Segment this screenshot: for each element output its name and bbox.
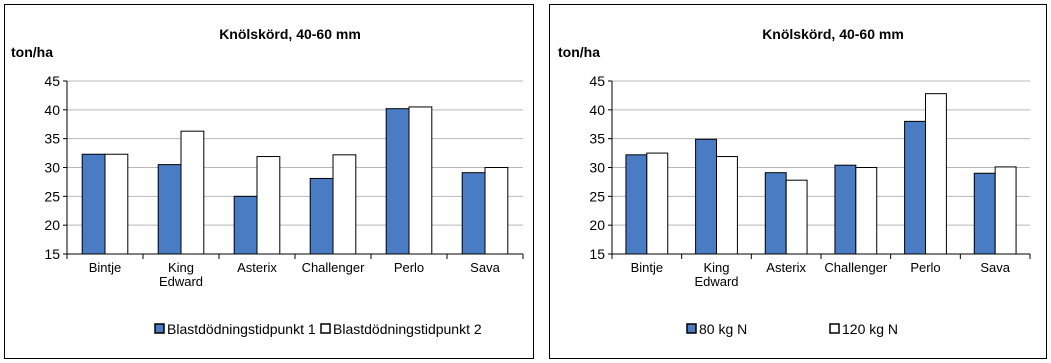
y-tick-label: 30 xyxy=(589,160,605,176)
y-tick-label: 35 xyxy=(589,131,605,147)
legend-swatch-2 xyxy=(829,323,840,334)
y-tick-label: 25 xyxy=(44,188,60,204)
legend-label-2: 120 kg N xyxy=(842,321,898,337)
bar-bintje-series-2 xyxy=(646,152,669,255)
bar-perlo-series-2 xyxy=(408,106,433,255)
y-tick-label: 25 xyxy=(589,188,605,204)
y-axis-label: ton/ha xyxy=(11,44,53,60)
legend-label-2: Blastdödningstidpunkt 2 xyxy=(333,321,482,337)
x-tick-label: Challenger xyxy=(302,260,366,275)
y-tick-label: 15 xyxy=(589,246,605,262)
x-tick-label: Bintje xyxy=(631,260,664,275)
bar-bintje-series-2 xyxy=(104,153,129,255)
bar-challenger-series-1 xyxy=(309,177,334,255)
x-tick-label: King xyxy=(703,260,729,275)
y-tick-label: 40 xyxy=(589,102,605,118)
bar-challenger-series-1 xyxy=(834,164,857,255)
x-tick-label: Perlo xyxy=(394,260,424,275)
x-tick-label: Asterix xyxy=(766,260,806,275)
legend-label-1: Blastdödningstidpunkt 1 xyxy=(167,321,316,337)
bar-challenger-series-2 xyxy=(855,167,878,255)
chart-left-svg: 15 20 25 30 35 40 45 Knölskörd, 40-60 mm ton/ha B… xyxy=(11,26,524,337)
chart-right-svg: 15 20 25 30 35 40 45 Knölskörd, 40-60 mm ton/ha B… xyxy=(558,26,1031,337)
x-tick-label: Sava xyxy=(470,260,500,275)
chart-title: Knölskörd, 40-60 mm xyxy=(219,26,361,42)
x-tick-label: Bintje xyxy=(89,260,122,275)
bar-perlo-series-2 xyxy=(925,93,947,255)
x-tick-label: Perlo xyxy=(910,260,940,275)
x-tick-label: King xyxy=(168,260,194,275)
bar-sava-series-1 xyxy=(973,172,996,255)
bar-asterix-series-1 xyxy=(233,195,258,255)
bar-sava-series-2 xyxy=(484,167,509,255)
legend-swatch-1 xyxy=(686,323,697,334)
bar-king-edward-series-2 xyxy=(180,130,205,255)
bar-challenger-series-2 xyxy=(332,154,357,255)
y-tick-label: 45 xyxy=(44,73,60,89)
chart-panel-left: 15 20 25 30 35 40 45 Knölskörd, 40-60 mm ton/ha B… xyxy=(4,4,534,359)
bar-bintje-series-1 xyxy=(81,153,106,255)
bar-perlo-series-1 xyxy=(385,108,410,255)
y-tick-label: 20 xyxy=(44,217,60,233)
bar-perlo-series-1 xyxy=(904,120,927,255)
x-tick-label: Sava xyxy=(980,260,1010,275)
bar-asterix-series-1 xyxy=(764,172,787,255)
x-tick-label: Challenger xyxy=(824,260,888,275)
y-tick-label: 40 xyxy=(44,102,60,118)
x-tick-label: Edward xyxy=(159,274,203,289)
legend-label-1: 80 kg N xyxy=(699,321,747,337)
y-axis-label: ton/ha xyxy=(558,44,600,60)
bar-king-edward-series-1 xyxy=(695,138,718,255)
bar-asterix-series-2 xyxy=(256,156,281,255)
y-tick-label: 30 xyxy=(44,160,60,176)
bar-king-edward-series-1 xyxy=(157,164,182,255)
bar-asterix-series-2 xyxy=(785,179,808,255)
y-tick-label: 35 xyxy=(44,131,60,147)
y-tick-label: 20 xyxy=(589,217,605,233)
chart-title: Knölskörd, 40-60 mm xyxy=(762,26,904,42)
x-tick-label: Asterix xyxy=(237,260,277,275)
legend-swatch-1 xyxy=(154,323,165,334)
y-tick-label: 15 xyxy=(44,246,60,262)
y-tick-label: 45 xyxy=(589,73,605,89)
legend-swatch-2 xyxy=(320,323,331,334)
bar-sava-series-2 xyxy=(994,166,1017,255)
bar-sava-series-1 xyxy=(461,172,486,255)
x-tick-label: Edward xyxy=(694,274,738,289)
bar-king-edward-series-2 xyxy=(716,156,738,255)
chart-panel-right: 15 20 25 30 35 40 45 Knölskörd, 40-60 mm ton/ha B… xyxy=(549,4,1047,359)
bar-bintje-series-1 xyxy=(625,154,648,255)
